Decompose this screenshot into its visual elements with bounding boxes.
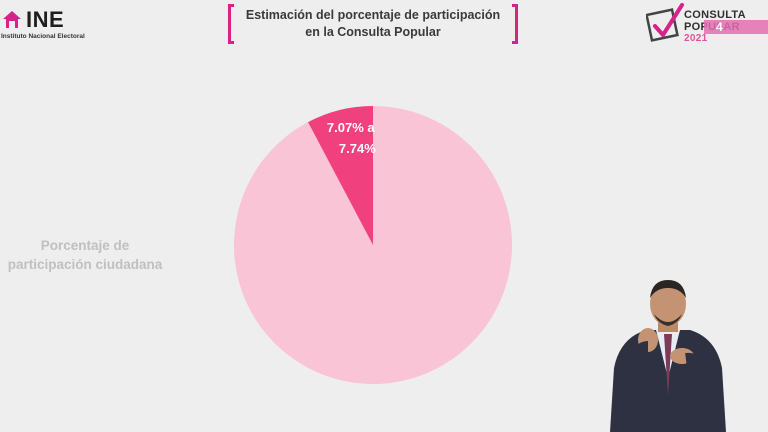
chart-label: Porcentaje de participación ciudadana xyxy=(7,238,163,272)
ine-logo-subtext: Instituto Nacional Electoral xyxy=(1,33,85,40)
consulta-popular-logo: CONSULTA POPULAR 2021 4 xyxy=(646,2,768,46)
sign-language-interpreter xyxy=(610,280,726,432)
title-bracket-left xyxy=(228,4,234,44)
consulta-logo-line1: CONSULTA xyxy=(684,9,746,21)
page-title: Estimación del porcentaje de participaci… xyxy=(228,4,518,44)
pie-slice-label-line1: 7.07% a xyxy=(327,120,375,135)
title-bracket-right xyxy=(512,4,518,44)
title-line-1: Estimación del porcentaje de participaci… xyxy=(245,8,501,22)
ine-house-icon xyxy=(3,11,21,28)
pie-slice-remainder xyxy=(234,106,513,385)
title-line-2: en la Consulta Popular xyxy=(305,25,441,39)
pie-slice-participation xyxy=(308,106,373,245)
consulta-logo-line3: 2021 xyxy=(684,33,708,44)
channel-bar xyxy=(704,20,768,34)
channel-number: 4 xyxy=(716,20,723,34)
checkmark-icon xyxy=(646,3,684,42)
pie-slice-label-line2: 7.74% xyxy=(339,141,376,156)
ine-logo-text: INE xyxy=(26,7,65,32)
ine-logo: INE Instituto Nacional Electoral xyxy=(0,6,110,42)
